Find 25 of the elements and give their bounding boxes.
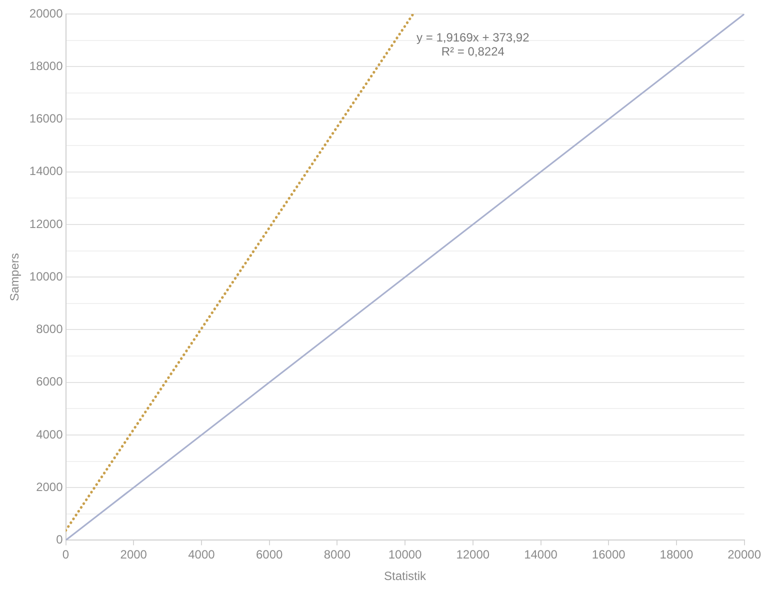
y-tick-label: 8000 [36, 322, 64, 336]
y-axis-title: Sampers [8, 253, 22, 302]
y-tick-label: 10000 [29, 269, 64, 284]
y-tick-label: 6000 [36, 374, 64, 389]
y-tick-label: 18000 [29, 58, 64, 73]
x-axis-title: Statistik [384, 569, 428, 584]
x-tick-label: 20000 [728, 548, 762, 562]
y-tick-label: 2000 [36, 480, 64, 494]
x-tick-label: 14000 [524, 548, 558, 562]
x-tick-label: 16000 [592, 548, 626, 562]
y-tick-label: 0 [56, 532, 64, 547]
x-tick-label: 10000 [388, 548, 422, 562]
y-tick-label: 20000 [29, 6, 64, 20]
x-tick-label: 4000 [188, 548, 216, 562]
annotation: y = 1,9169x + 373,92 [416, 30, 530, 44]
x-tick-label: 2000 [120, 548, 148, 562]
y-tick-label: 14000 [29, 164, 64, 178]
y-tick-label: 12000 [29, 216, 64, 231]
y-tick-label: 16000 [29, 112, 64, 126]
x-tick-label: 12000 [456, 548, 490, 562]
y-tick-label: 4000 [36, 427, 64, 442]
x-tick-label: 8000 [324, 548, 351, 562]
x-tick-label: 6000 [256, 548, 284, 562]
annotation: R² = 0,8224 [441, 44, 505, 58]
x-tick-label: 18000 [660, 548, 694, 562]
